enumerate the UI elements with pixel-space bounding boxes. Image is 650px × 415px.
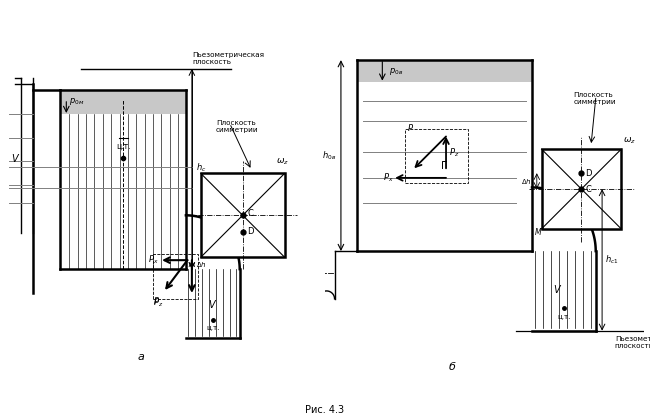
Text: $\omega_z$: $\omega_z$ (276, 157, 289, 168)
Text: ц.т.: ц.т. (557, 313, 571, 319)
Text: $h_{c1}$: $h_{c1}$ (605, 254, 619, 266)
Text: $P_x$: $P_x$ (148, 254, 159, 266)
Text: D: D (585, 168, 592, 178)
Text: б: б (449, 362, 456, 372)
Bar (60, 90, 186, 114)
Bar (357, 60, 532, 82)
Text: $\Delta h$: $\Delta h$ (521, 176, 532, 186)
Text: C: C (585, 185, 591, 193)
Text: $h_{0в}$: $h_{0в}$ (322, 149, 336, 162)
Text: Пьезометрическая
плоскость: Пьезометрическая плоскость (192, 52, 264, 65)
Text: ц.т.: ц.т. (116, 142, 131, 151)
Text: $p_{0м}$: $p_{0м}$ (70, 96, 84, 107)
Bar (404, 129, 468, 183)
Text: $V$: $V$ (208, 298, 218, 310)
Bar (201, 173, 285, 257)
Text: ц.т.: ц.т. (206, 325, 220, 330)
Bar (541, 149, 621, 229)
Text: Плоскость
симметрии: Плоскость симметрии (573, 92, 616, 105)
Text: $p_{0в}$: $p_{0в}$ (389, 66, 403, 77)
Text: $P_z$: $P_z$ (153, 296, 163, 308)
Text: $h_c$: $h_c$ (196, 161, 207, 174)
Text: Пьезометрическая
плоскость: Пьезометрическая плоскость (615, 335, 650, 349)
Text: Плоскость
симметрии: Плоскость симметрии (216, 120, 259, 133)
Text: Рис. 4.3: Рис. 4.3 (306, 405, 345, 415)
Text: $\omega_z$: $\omega_z$ (623, 136, 636, 146)
Text: $P$: $P$ (153, 295, 161, 305)
Text: $P$: $P$ (408, 122, 415, 133)
Text: D: D (247, 227, 254, 236)
Text: $V$: $V$ (11, 152, 20, 164)
Bar (153, 254, 198, 299)
Text: $M$: $M$ (534, 226, 542, 237)
Text: $V$: $V$ (553, 283, 562, 295)
Text: $P_z$: $P_z$ (449, 146, 460, 159)
Text: C: C (247, 209, 253, 218)
Text: $\Delta h$: $\Delta h$ (196, 260, 207, 269)
Text: а: а (138, 352, 144, 362)
Text: $P_x$: $P_x$ (383, 172, 393, 184)
